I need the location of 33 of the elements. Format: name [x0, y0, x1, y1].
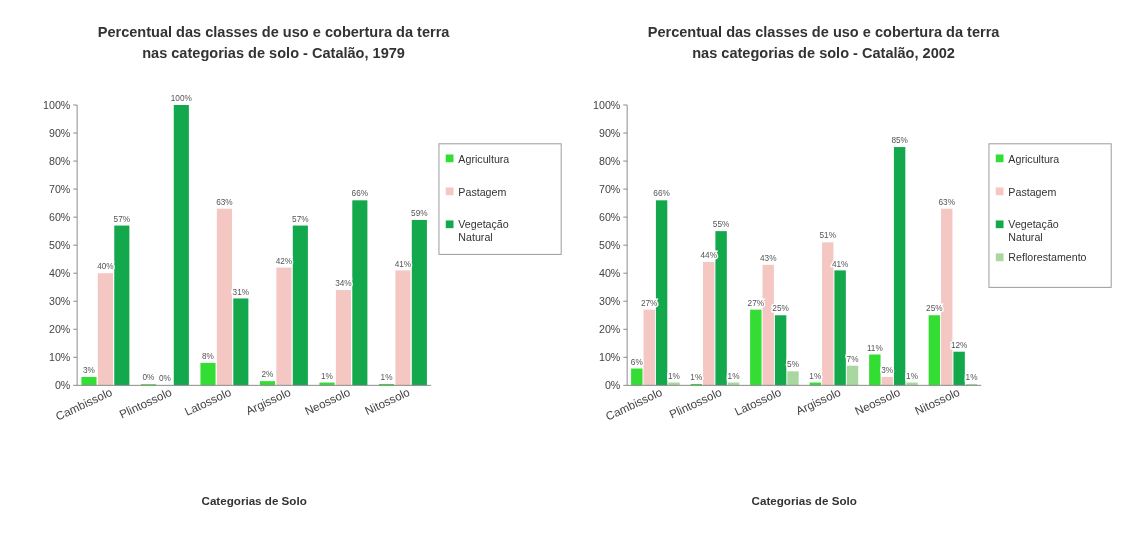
- y-tick-label: 20%: [599, 323, 621, 336]
- legend-label: Reflorestamento: [1008, 251, 1087, 264]
- y-tick-label: 0%: [54, 379, 71, 392]
- chart-title: Percentual das classes de uso e cobertura da terra nas categorias de solo - Catalão, 2002: [647, 24, 1001, 62]
- y-tick-label: 30%: [599, 294, 621, 307]
- y-tick-label: 60%: [49, 210, 71, 223]
- legend-label: Pastagem: [458, 185, 507, 198]
- legend-label: Vegetação Natural: [458, 218, 509, 244]
- x-axis-title: Categorias de Solo: [751, 493, 857, 507]
- y-tick-label: 80%: [49, 154, 71, 167]
- y-tick-label: 40%: [49, 266, 71, 279]
- y-tick-label: 70%: [49, 182, 71, 195]
- legend-label: Agricultura: [458, 152, 510, 165]
- y-tick-label: 90%: [599, 126, 621, 139]
- y-tick-label: 10%: [49, 351, 71, 364]
- y-tick-label: 100%: [43, 98, 71, 111]
- y-tick-label: 90%: [49, 126, 71, 139]
- y-tick-label: 100%: [593, 98, 621, 111]
- y-tick-label: 40%: [599, 266, 621, 279]
- y-tick-label: 20%: [49, 323, 71, 336]
- legend-label: Pastagem: [1008, 185, 1057, 198]
- y-tick-label: 0%: [604, 379, 621, 392]
- y-tick-label: 80%: [599, 154, 621, 167]
- y-tick-label: 60%: [599, 210, 621, 223]
- y-tick-label: 30%: [49, 294, 71, 307]
- legend-label: Vegetação Natural: [1008, 218, 1059, 244]
- chart-title: Percentual das classes de uso e cobertura da terra nas categorias de solo - Catalão, 1979: [97, 24, 451, 62]
- y-tick-label: 50%: [49, 238, 71, 251]
- y-tick-label: 10%: [599, 351, 621, 364]
- x-axis-title: Categorias de Solo: [201, 493, 307, 507]
- y-tick-label: 70%: [599, 182, 621, 195]
- legend-label: Agricultura: [1008, 152, 1060, 165]
- y-tick-label: 50%: [599, 238, 621, 251]
